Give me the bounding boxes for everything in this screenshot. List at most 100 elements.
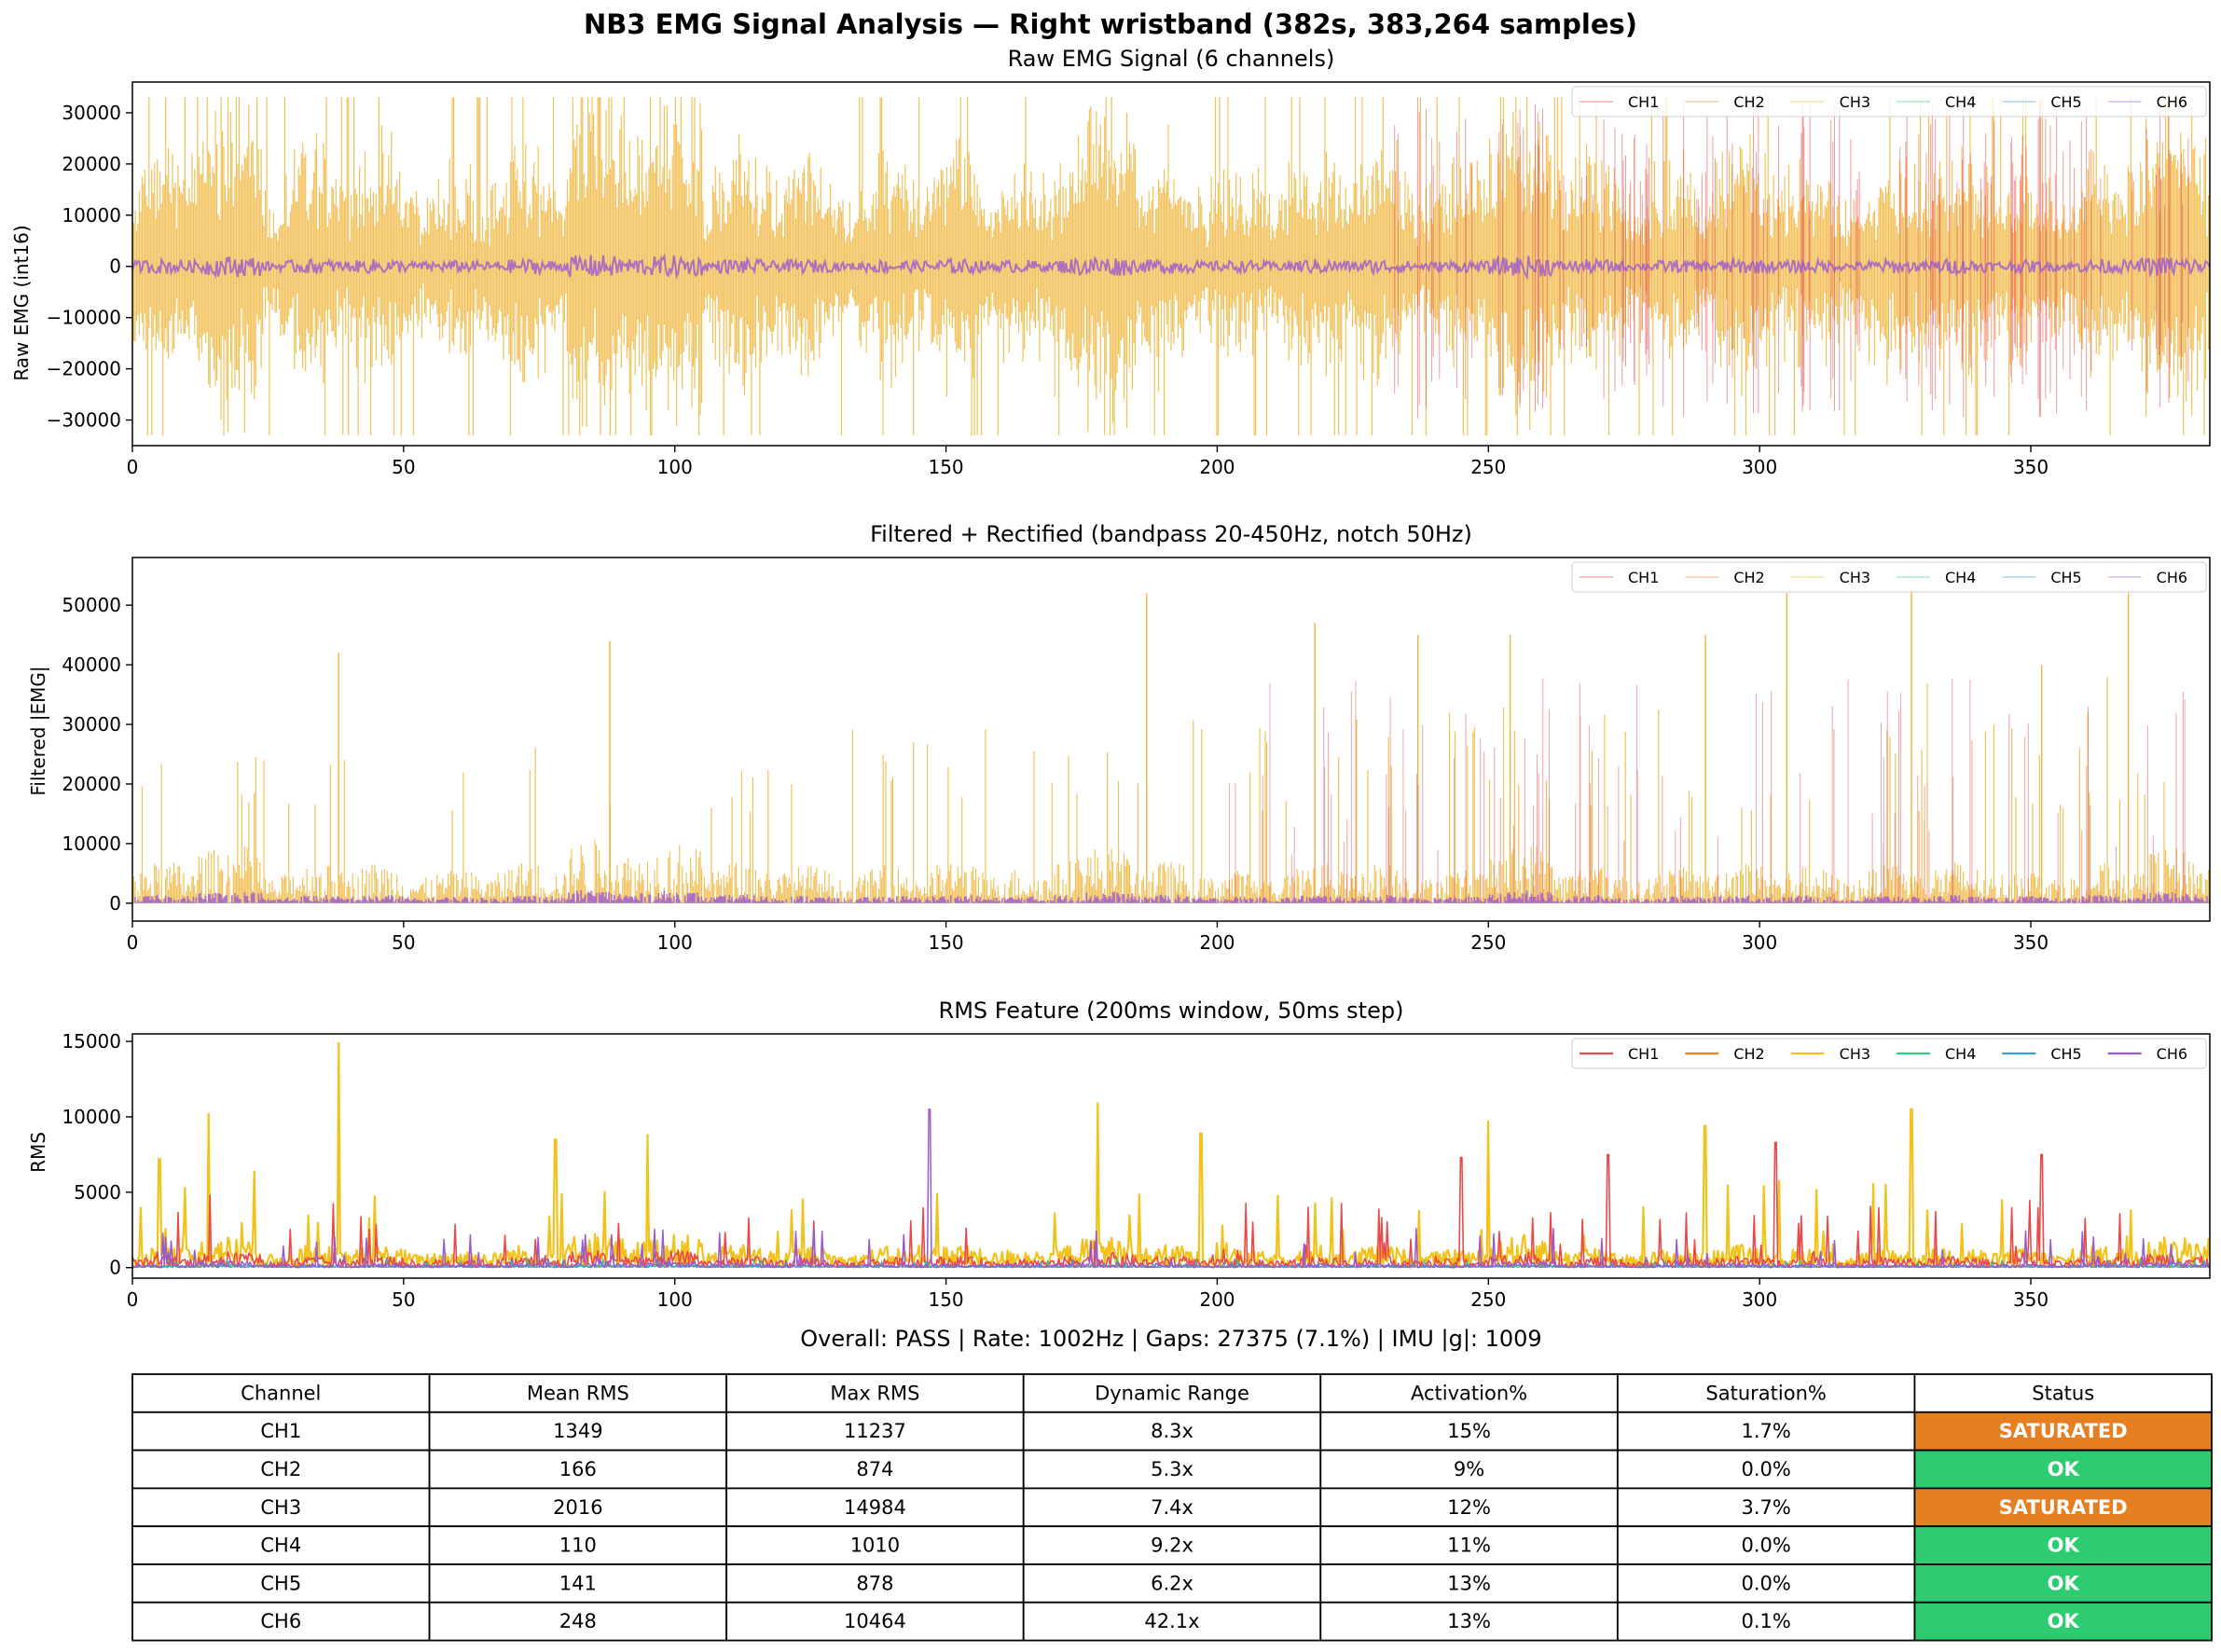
table-cell-value: CH4: [260, 1535, 301, 1557]
table-cell-value: 0.0%: [1741, 1572, 1790, 1594]
filtered-emg-ch3-trace: [132, 677, 2210, 903]
filtered-emg-traces: [132, 587, 2210, 903]
raw-emg-xtick-label: 0: [127, 456, 139, 478]
raw-emg-xtick-label: 350: [2013, 456, 2049, 478]
table-header-label: Activation%: [1411, 1382, 1527, 1404]
table-cell-value: 9.2x: [1151, 1535, 1193, 1557]
table-cell: [1913, 1525, 2213, 1565]
raw-emg-panel: Raw EMG Signal (6 channels) Raw EMG (int…: [10, 46, 2211, 478]
table-cell-value: CH2: [260, 1458, 301, 1480]
table-cell: [428, 1411, 728, 1452]
table-cell-value: 3.7%: [1741, 1496, 1790, 1519]
table-cell: [1319, 1487, 1619, 1528]
status-badge: SATURATED: [1999, 1496, 2128, 1519]
raw-emg-legend-label-ch5: CH5: [2050, 93, 2081, 111]
filtered-emg-legend-label-ch3: CH3: [1840, 569, 1870, 586]
raw-emg-xtick-label: 250: [1470, 456, 1506, 478]
raw-emg-xtick-label: 100: [657, 456, 693, 478]
channel-summary-table: Channel Mean RMS Max RMS Dynamic Range Activ…: [131, 1373, 2213, 1642]
raw-emg-xtick-label: 50: [392, 456, 415, 478]
rms-ch5-line: [132, 1259, 2210, 1269]
filtered-emg-ytick-label: 50000: [62, 594, 121, 616]
table-cell: [1319, 1449, 1619, 1490]
table-cell-value: 6.2x: [1151, 1572, 1193, 1594]
filtered-emg-legend-label-ch5: CH5: [2050, 569, 2081, 586]
filtered-emg-legend-label-ch2: CH2: [1733, 569, 1764, 586]
raw-emg-xtick-label: 150: [928, 456, 963, 478]
raw-emg-ytick-label: −10000: [47, 307, 121, 329]
table-cell: [1022, 1525, 1322, 1565]
filtered-emg-xtick-label: 150: [928, 931, 963, 954]
filtered-emg-xtick-label: 0: [127, 931, 139, 954]
table-cell-value: 11%: [1447, 1535, 1491, 1557]
rms-feature-xtick-label: 250: [1470, 1288, 1506, 1311]
raw-emg-ytick-label: −30000: [47, 409, 121, 432]
filtered-emg-xtick-label: 200: [1199, 931, 1235, 954]
filtered-emg-xtick-label: 250: [1470, 931, 1506, 954]
table-cell: [1022, 1449, 1322, 1490]
filtered-emg-axes-frame: [131, 557, 2211, 922]
table-header-label: Saturation%: [1705, 1382, 1826, 1404]
filtered-emg-ytick-label: 40000: [62, 654, 121, 676]
table-cell-value: 0.1%: [1741, 1610, 1790, 1632]
filtered-emg-xtick-label: 50: [392, 931, 415, 954]
table-cell-value: 141: [559, 1572, 597, 1594]
rms-feature-legend-label-ch4: CH4: [1945, 1045, 1976, 1063]
table-header-cell: [1913, 1373, 2213, 1413]
raw-emg-legend-label-ch1: CH1: [1628, 93, 1659, 111]
rms-feature-axes-frame: [131, 1033, 2211, 1279]
raw-emg-ytick-label: 10000: [62, 204, 121, 227]
table-cell-value: 878: [856, 1572, 893, 1594]
table-cell-value: 13%: [1447, 1572, 1491, 1594]
rms-feature-legend-label-ch6: CH6: [2157, 1045, 2187, 1063]
table-cell: [725, 1525, 1025, 1565]
raw-emg-ytick-label: −20000: [47, 358, 121, 380]
raw-emg-legend: CH1 CH2 CH3 CH4 CH5 CH6: [1571, 86, 2207, 117]
raw-emg-legend-label-ch4: CH4: [1945, 93, 1976, 111]
figure-title: NB3 EMG Signal Analysis — Right wristban…: [584, 8, 1637, 40]
raw-emg-ch6-trace: [132, 253, 2210, 281]
rms-feature-xtick-label: 50: [392, 1288, 415, 1311]
filtered-emg-ch6-trace: [132, 889, 2210, 903]
rms-feature-ytick-label: 0: [109, 1257, 121, 1279]
filtered-emg-legend-box: [1571, 561, 2207, 593]
table-cell-value: 0.0%: [1741, 1535, 1790, 1557]
raw-emg-title: Raw EMG Signal (6 channels): [1008, 46, 1335, 72]
rms-feature-panel: RMS Feature (200ms window, 50ms step) RM…: [27, 998, 2211, 1311]
filtered-emg-ytick-label: 10000: [62, 833, 121, 855]
rms-feature-legend-label-ch3: CH3: [1840, 1045, 1870, 1063]
rms-feature-legend: CH1 CH2 CH3 CH4 CH5 CH6: [1571, 1038, 2207, 1069]
table-header-label: Max RMS: [830, 1382, 919, 1404]
rms-feature-legend-box: [1571, 1038, 2207, 1069]
table-cell-value: 15%: [1447, 1420, 1491, 1442]
filtered-emg-ytick-label: 20000: [62, 773, 121, 795]
table-header-cell: [1319, 1373, 1619, 1413]
rms-ch6-line: [132, 1108, 2210, 1269]
rms-feature-ytick-label: 5000: [74, 1181, 121, 1204]
table-cell-value: CH3: [260, 1496, 301, 1519]
rms-feature-ytick-label: 10000: [62, 1106, 121, 1128]
filtered-emg-title: Filtered + Rectified (bandpass 20-450Hz,…: [870, 521, 1472, 547]
status-badge: OK: [2048, 1572, 2080, 1594]
status-badge: SATURATED: [1999, 1420, 2128, 1442]
table-cell-value: 874: [856, 1458, 893, 1480]
rms-feature-title: RMS Feature (200ms window, 50ms step): [939, 998, 1404, 1024]
rms-feature-legend-label-ch2: CH2: [1733, 1045, 1764, 1063]
table-cell: [428, 1487, 728, 1528]
raw-emg-axes-frame: [131, 81, 2211, 447]
table-cell-value: 14984: [844, 1496, 906, 1519]
filtered-emg-xtick-label: 350: [2013, 931, 2049, 954]
table-cell-value: 11237: [844, 1420, 906, 1442]
rms-feature-ytick-label: 15000: [62, 1030, 121, 1053]
raw-emg-ytick-label: 0: [109, 255, 121, 278]
rms-feature-legend-label-ch1: CH1: [1628, 1045, 1659, 1063]
table-cell-value: 7.4x: [1151, 1496, 1193, 1519]
table-cell: [1616, 1525, 1916, 1565]
filtered-emg-legend-label-ch1: CH1: [1628, 569, 1659, 586]
table-cell: [1319, 1411, 1619, 1452]
rms-feature-traces: [132, 1041, 2210, 1269]
status-badge: OK: [2048, 1610, 2080, 1632]
table-header-label: Mean RMS: [527, 1382, 629, 1404]
table-header-label: Channel: [241, 1382, 321, 1404]
